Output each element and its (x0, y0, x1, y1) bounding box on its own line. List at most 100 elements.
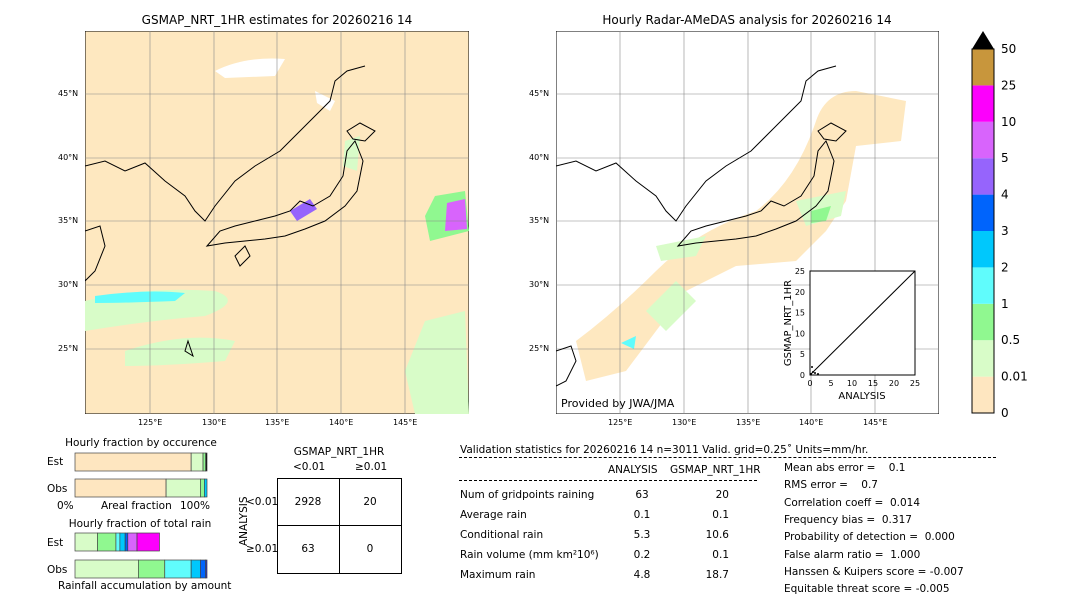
rain-area (445, 199, 467, 231)
totalrain-bars (74, 532, 208, 579)
stats-analysis-value: 0.2 (633, 549, 651, 561)
lon-label: 135°E (265, 418, 290, 427)
rain-area (811, 206, 831, 223)
rain-area (621, 336, 636, 349)
stats-col-analysis: ANALYSIS (608, 464, 658, 476)
score-line: Probability of detection = 0.000 (784, 531, 955, 544)
scatter-inset: 00 5 5 10 10 15 15 20 20 25 25 ANALYSIS GSMAP_NRT_… (783, 267, 920, 402)
scatter-ytick: 0 (800, 371, 805, 380)
left-map (85, 31, 469, 414)
occ-est-label: Est (47, 456, 64, 468)
graticule (85, 31, 469, 414)
row-header-1: ≥0.01 (246, 543, 279, 555)
bar-segment (205, 452, 208, 472)
score-line: False alarm ratio = 1.000 (784, 548, 921, 561)
colorbar-segment (972, 194, 994, 231)
one-to-one-line (809, 270, 916, 376)
stats-gsmap-value: 18.7 (705, 569, 729, 581)
rain-area (343, 136, 360, 171)
right-map-title: Hourly Radar-AMeDAS analysis for 2026021… (602, 13, 892, 27)
colorbar-label: 4 (1001, 188, 1009, 202)
bar-segment (124, 532, 129, 552)
lon-label: 140°E (799, 418, 824, 427)
colorbar-label: 10 (1001, 115, 1016, 129)
lon-label: 130°E (672, 418, 697, 427)
colorbar-segment (972, 85, 994, 122)
score-line: Hanssen & Kuipers score = -0.007 (784, 565, 964, 578)
lon-label: 145°E (393, 418, 418, 427)
bar-segment (200, 478, 205, 498)
stats-gsmap-value: 0.1 (712, 509, 729, 521)
tr-est-label: Est (47, 537, 64, 549)
colorbar-label: 3 (1001, 224, 1009, 238)
lon-label: 135°E (736, 418, 761, 427)
score-line: RMS error = 0.7 (784, 479, 878, 492)
score-line: Equitable threat score = -0.005 (784, 583, 950, 596)
bar-segment (119, 532, 126, 552)
bar-segment (165, 478, 201, 498)
bar-segment (205, 559, 208, 579)
stats-gsmap-value: 10.6 (705, 529, 729, 541)
scatter-point (812, 371, 814, 373)
bar-segment (127, 532, 138, 552)
lat-label: 30°N (58, 280, 79, 289)
bar-segment (164, 559, 192, 579)
cell-false-alarm: 20 (363, 496, 377, 508)
stats-row-label: Num of gridpoints raining (460, 489, 595, 501)
scatter-xtick: 5 (828, 379, 833, 388)
scatter-ytick: 20 (795, 288, 805, 297)
divider (459, 480, 757, 481)
divider (459, 457, 996, 458)
stats-row-label: Average rain (460, 509, 527, 521)
lat-label: 35°N (58, 216, 79, 225)
colorbar: 0 0.01 0.5 1 2 3 4 5 10 25 50 (971, 31, 1028, 418)
bar-segment (136, 532, 160, 552)
stats-col-gsmap: GSMAP_NRT_1HR (670, 464, 761, 476)
lat-label: 35°N (529, 216, 550, 225)
lat-label: 25°N (58, 344, 79, 353)
lon-label: 130°E (202, 418, 227, 427)
totalrain-xlabel: Rainfall accumulation by amount (58, 580, 232, 592)
score-line: Frequency bias = 0.317 (784, 513, 912, 526)
left-map-title: GSMAP_NRT_1HR estimates for 20260216 14 (141, 13, 413, 27)
bar-segment (204, 478, 208, 498)
missing-data-area (315, 91, 335, 111)
lon-label: 125°E (138, 418, 163, 427)
stats-row-label: Maximum rain (460, 569, 536, 581)
scatter-point (811, 366, 813, 368)
scatter-xtick: 15 (868, 379, 878, 388)
contingency-table: 2928 20 63 0 (277, 478, 402, 574)
scatter-ytick: 25 (795, 267, 805, 276)
score-line: Mean abs error = 0.1 (784, 462, 906, 474)
scatter-xlabel: ANALYSIS (838, 391, 885, 402)
bar-segment (115, 532, 121, 552)
lon-label: 145°E (863, 418, 888, 427)
stats-row-label: Conditional rain (460, 529, 544, 541)
occ-obs-label: Obs (47, 483, 68, 495)
stats-analysis-value: 5.3 (633, 529, 651, 541)
colorbar-label: 5 (1001, 151, 1009, 165)
bar-segment (74, 478, 167, 498)
row-header-0: <0.01 (246, 496, 279, 508)
stats-gsmap-value: 0.1 (712, 549, 729, 561)
lat-label: 40°N (529, 153, 550, 162)
rain-area (646, 281, 696, 331)
colorbar-label: 1 (1001, 297, 1009, 311)
col-header-1: ≥0.01 (355, 461, 388, 473)
bar-segment (74, 559, 139, 579)
cell-miss: 63 (301, 543, 315, 555)
coastline (85, 65, 376, 358)
bar-segment (74, 452, 192, 472)
colorbar-label: 0 (1001, 406, 1009, 418)
scatter-xtick: 25 (910, 379, 920, 388)
occurrence-title: Hourly fraction by occurence (65, 437, 217, 449)
score-line: Correlation coeff = 0.014 (784, 496, 920, 509)
contingency-title: GSMAP_NRT_1HR (293, 446, 385, 458)
colorbar-segment (972, 231, 994, 268)
totalrain-title: Hourly fraction of total rain (68, 518, 212, 530)
colorbar-label: 0.01 (1001, 370, 1028, 384)
coastline (556, 65, 847, 387)
bar-segment (74, 532, 98, 552)
bar-segment (97, 532, 117, 552)
colorbar-extend-arrow (972, 31, 994, 49)
